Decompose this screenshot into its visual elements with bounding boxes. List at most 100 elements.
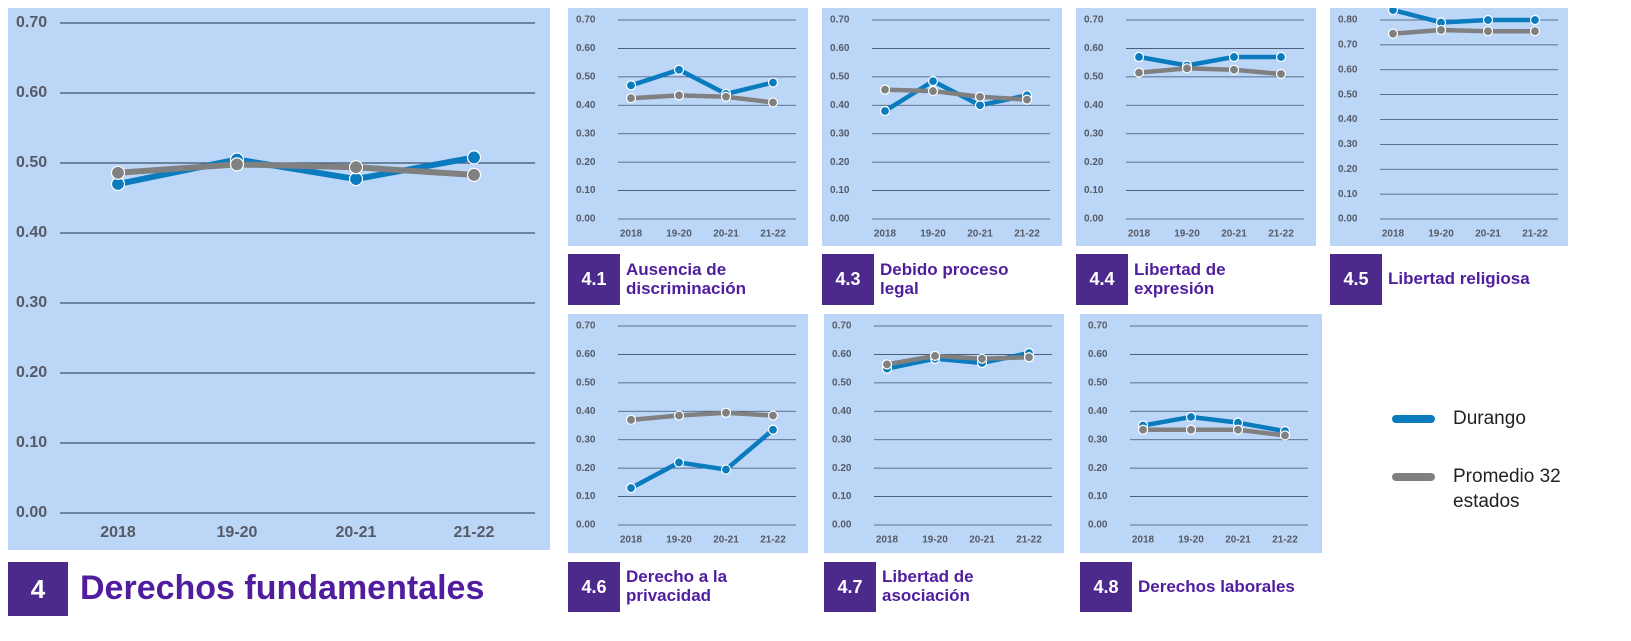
legend-label: Durango	[1453, 408, 1526, 429]
caption-number: 4.8	[1080, 562, 1132, 612]
caption-title: Debido proceso legal	[880, 259, 1009, 298]
y-tick-label: 0.50	[576, 71, 596, 82]
series-line	[630, 93, 774, 105]
marker	[229, 157, 245, 172]
marker	[625, 414, 637, 425]
marker	[929, 350, 941, 361]
y-tick-label: 0.60	[576, 43, 596, 54]
y-tick-label: 0.40	[16, 224, 47, 241]
y-tick-label: 0.30	[576, 128, 596, 139]
plot	[1137, 411, 1291, 441]
x-tick-label: 2018	[876, 535, 899, 546]
y-tick-label: 0.10	[1338, 189, 1358, 200]
y-tick-label: 0.20	[16, 364, 47, 381]
caption-number: 4.7	[824, 562, 876, 612]
panel	[822, 8, 1062, 246]
caption-number: 4.4	[1076, 254, 1128, 305]
y-tick-label: 0.60	[1084, 43, 1104, 54]
panel	[8, 8, 550, 550]
y-tick-label: 0.60	[1338, 64, 1358, 75]
caption: 4.3 Debido proceso legal	[822, 254, 1040, 305]
y-tick-label: 0.60	[1088, 349, 1108, 360]
marker	[1387, 8, 1399, 16]
panel	[1330, 8, 1568, 246]
marker	[625, 482, 637, 494]
y-tick-label: 0.60	[832, 349, 852, 360]
x-tick-label: 21-22	[1272, 535, 1298, 546]
caption-number: 4.3	[822, 254, 874, 305]
x-tick-label: 20-21	[1225, 535, 1251, 546]
series-line	[629, 428, 775, 491]
series-line	[1392, 8, 1535, 25]
x-tick-label: 19-20	[1174, 229, 1200, 240]
marker	[348, 160, 364, 175]
marker	[974, 100, 986, 111]
marker	[1133, 51, 1145, 63]
marker	[1133, 67, 1145, 78]
x-tick-label: 19-20	[666, 229, 692, 240]
marker	[673, 64, 685, 75]
caption-title: Ausencia de discriminación	[626, 259, 746, 298]
x-tick-label: 20-21	[967, 229, 993, 240]
marker	[1279, 430, 1291, 441]
marker	[673, 90, 685, 101]
y-tick-label: 0.00	[830, 214, 850, 225]
marker	[1435, 24, 1447, 36]
y-tick-label: 0.50	[1088, 377, 1108, 388]
y-tick-label: 0.10	[1088, 491, 1108, 502]
marker	[881, 359, 893, 370]
y-tick-label: 0.50	[830, 71, 850, 82]
series-line	[630, 67, 774, 97]
y-tick-label: 0.60	[830, 43, 850, 54]
caption-title: Derecho a la privacidad	[626, 567, 728, 605]
y-tick-label: 0.60	[576, 349, 596, 360]
caption: 4.7 Libertad de asociación	[824, 562, 1002, 612]
series-line	[1138, 54, 1281, 68]
marker	[1275, 51, 1287, 63]
marker	[625, 80, 637, 91]
caption-number: 4.6	[568, 562, 620, 612]
y-tick-label: 0.70	[1088, 321, 1108, 332]
y-tick-label: 0.70	[1084, 15, 1104, 26]
y-tick-label: 0.50	[16, 154, 47, 171]
marker	[767, 424, 779, 435]
y-tick-label: 0.30	[830, 128, 850, 139]
plot	[625, 407, 779, 494]
panel	[1076, 8, 1316, 246]
y-tick-label: 0.70	[830, 15, 850, 26]
x-tick-label: 2018	[874, 229, 897, 240]
marker	[879, 84, 891, 95]
y-tick-label: 0.00	[576, 520, 596, 531]
x-tick-label: 19-20	[1178, 535, 1204, 546]
y-tick-label: 0.00	[832, 520, 852, 531]
marker	[1529, 26, 1541, 37]
y-tick-label: 0.20	[576, 463, 596, 474]
marker	[1275, 68, 1287, 80]
y-tick-label: 0.20	[576, 157, 596, 168]
y-tick-label: 0.50	[1084, 71, 1104, 82]
y-tick-label: 0.40	[832, 406, 852, 417]
y-tick-label: 0.20	[832, 463, 852, 474]
caption-title: Derechos fundamentales	[80, 569, 485, 608]
plot	[110, 150, 482, 192]
x-tick-label: 20-21	[969, 535, 995, 546]
y-tick-label: 0.50	[576, 377, 596, 388]
marker	[1232, 424, 1244, 435]
y-tick-label: 0.70	[16, 14, 47, 31]
caption-title: Libertad de expresión	[1134, 259, 1226, 298]
plot	[881, 347, 1035, 374]
marker	[1482, 26, 1494, 37]
marker	[625, 93, 637, 104]
marker	[720, 464, 732, 475]
caption: 4.6 Derecho a la privacidad	[568, 562, 746, 612]
y-tick-label: 0.30	[576, 434, 596, 445]
marker	[1023, 352, 1035, 363]
marker	[673, 457, 685, 468]
marker	[466, 150, 482, 165]
marker	[110, 165, 126, 180]
marker	[974, 91, 986, 102]
x-tick-label: 2018	[100, 524, 136, 541]
marker	[1228, 64, 1240, 75]
